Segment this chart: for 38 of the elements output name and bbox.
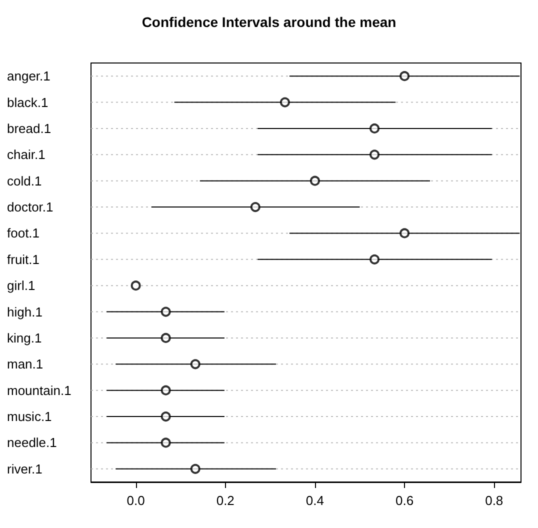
y-tick-label: music.1 bbox=[7, 409, 52, 424]
y-tick-label: needle.1 bbox=[7, 435, 57, 450]
y-tick-label: man.1 bbox=[7, 356, 44, 372]
chart-title: Confidence Intervals around the mean bbox=[142, 14, 396, 30]
y-tick-label: king.1 bbox=[7, 330, 42, 346]
point bbox=[190, 359, 200, 370]
point bbox=[160, 385, 171, 396]
y-tick-label: fruit.1 bbox=[7, 252, 40, 267]
point bbox=[160, 332, 171, 343]
point bbox=[160, 412, 171, 422]
y-tick-label: high.1 bbox=[7, 304, 42, 320]
y-tick-label: bread.1 bbox=[7, 120, 52, 136]
y-tick-label: chair.1 bbox=[7, 147, 46, 162]
point bbox=[160, 306, 171, 317]
point bbox=[370, 254, 380, 264]
y-tick-label: mountain.1 bbox=[7, 382, 72, 398]
point bbox=[370, 150, 380, 160]
y-tick-label: foot.1 bbox=[7, 226, 40, 241]
point bbox=[400, 228, 410, 238]
y-tick-label: black.1 bbox=[7, 94, 48, 110]
point bbox=[130, 280, 141, 291]
y-tick-label: cold.1 bbox=[7, 173, 42, 188]
y-tick-label: girl.1 bbox=[7, 278, 36, 294]
point bbox=[190, 464, 200, 474]
x-tick-label: 0.2 bbox=[216, 493, 234, 508]
point bbox=[400, 71, 410, 82]
y-tick-label: doctor.1 bbox=[7, 200, 54, 215]
point bbox=[280, 97, 290, 108]
x-tick-label: 0.4 bbox=[306, 493, 324, 508]
point bbox=[370, 123, 380, 134]
point bbox=[250, 202, 260, 212]
x-tick-label: 0.8 bbox=[485, 493, 504, 508]
point bbox=[310, 176, 320, 186]
x-tick-label: 0.0 bbox=[126, 493, 145, 508]
x-tick-label: 0.6 bbox=[396, 493, 414, 508]
point bbox=[160, 438, 171, 448]
y-tick-label: anger.1 bbox=[7, 68, 50, 84]
y-tick-label: river.1 bbox=[7, 461, 42, 476]
